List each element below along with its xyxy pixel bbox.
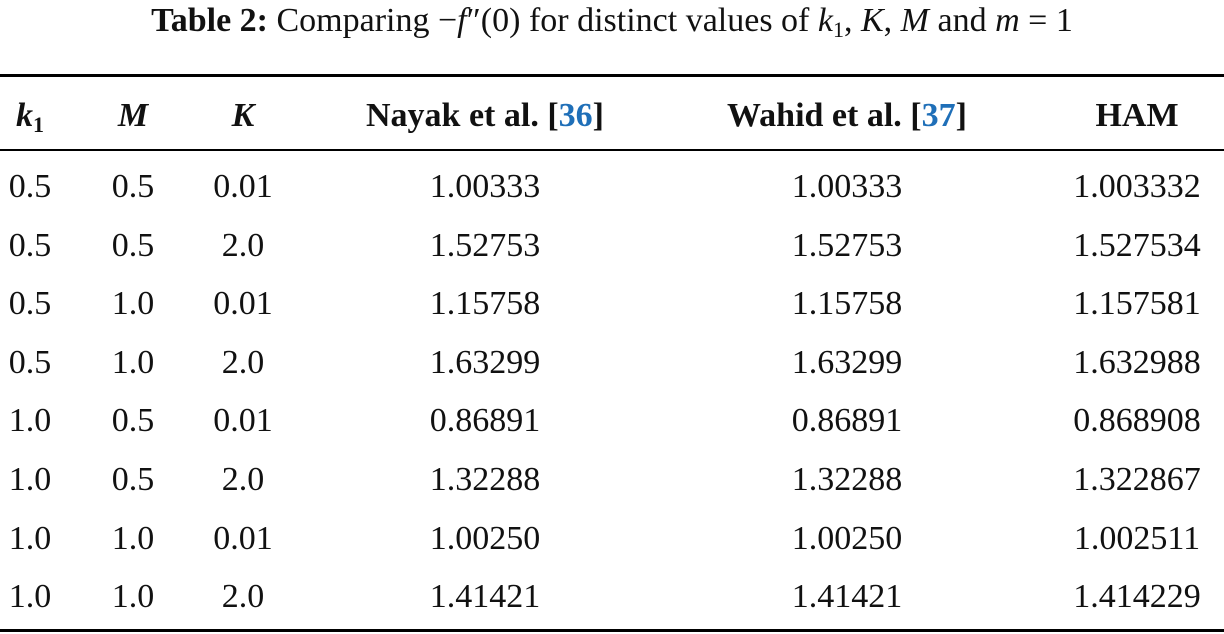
caption-math: ″ [466, 2, 481, 39]
header-label: Nayak et al. [ [366, 97, 559, 134]
table-cell: 1.15758 [429, 285, 541, 323]
header-cell: Wahid et al. [37] [667, 96, 1027, 136]
table-cell: 1.00250 [791, 519, 903, 557]
table-cell: 1.32288 [429, 461, 541, 498]
caption-text: − [437, 2, 458, 39]
table-cell: 0.01 [213, 402, 273, 440]
table-cell: 0.5 [111, 402, 155, 440]
header-cell: Nayak et al. [36] [305, 96, 665, 136]
table-cell: 1.322867 [1073, 461, 1201, 498]
citation-link[interactable]: 36 [558, 97, 593, 134]
caption-math: f [457, 2, 467, 39]
table-cell: 0.01 [213, 168, 273, 205]
table-cell: 1.0 [8, 461, 52, 498]
caption-math: M [900, 2, 929, 39]
table-cell: 1.63299 [791, 343, 903, 381]
table-cell: 0.5 [111, 226, 155, 264]
caption: Table 2: Comparing −f″(0) for distinct v… [0, 2, 1224, 43]
header-label: M [117, 97, 149, 134]
table-cell: 1.00333 [791, 168, 903, 205]
table-cell: 1.0 [8, 578, 52, 616]
caption-text: for distinct values of [520, 2, 818, 39]
caption-math: m [995, 2, 1020, 39]
table-cell: 1.002511 [1073, 519, 1201, 557]
table-cell: 1.41421 [791, 578, 903, 616]
table-cell: 1.00250 [429, 519, 541, 557]
table-cell: 1.003332 [1073, 168, 1201, 205]
table-cell: 2.0 [221, 578, 265, 616]
table-cell: 1.0 [8, 519, 52, 557]
caption-label: Table 2: [151, 2, 268, 39]
caption-subscript: 1 [832, 17, 844, 42]
table-cell: 0.5 [111, 168, 155, 205]
header-label: k [16, 97, 33, 134]
table-cell: 0.868908 [1073, 402, 1201, 440]
table-cell: 2.0 [221, 343, 265, 381]
table-cell: 0.5 [8, 285, 52, 323]
table-cell: 1.0 [111, 519, 155, 557]
caption-math: K [860, 2, 884, 39]
table-cell: 0.86891 [429, 402, 541, 440]
table-cell: 0.01 [213, 519, 273, 557]
caption-text: and [928, 2, 996, 39]
table-cell: 1.52753 [791, 226, 903, 264]
header-subscript: 1 [33, 112, 44, 137]
header-label: ] [592, 97, 604, 134]
table-cell: 1.41421 [429, 578, 541, 616]
table-cell: 0.5 [8, 343, 52, 381]
table-cell: 1.157581 [1073, 285, 1201, 323]
caption-text: , [843, 2, 861, 39]
caption-text: = 1 [1019, 2, 1073, 39]
table-cell: 0.01 [213, 285, 273, 323]
header-cell: k1 [0, 96, 210, 145]
table-cell: 0.5 [8, 226, 52, 264]
table-cell: 0.5 [8, 168, 52, 205]
table-cell: 1.414229 [1073, 578, 1201, 616]
mid-rule [0, 149, 1224, 151]
caption-math: (0) [480, 2, 521, 39]
caption-text: Comparing [276, 2, 438, 39]
caption-text: , [883, 2, 901, 39]
table-cell: 1.0 [111, 285, 155, 323]
table-cell: 1.527534 [1073, 226, 1201, 264]
table-cell: 1.632988 [1073, 343, 1201, 381]
table-cell: 2.0 [221, 461, 265, 498]
table-cell: 2.0 [221, 226, 265, 264]
header-cell: K [63, 96, 423, 136]
header-cell: M [0, 96, 313, 136]
top-rule [0, 74, 1224, 77]
table-cell: 1.00333 [429, 168, 541, 205]
bottom-rule [0, 629, 1224, 632]
table-cell: 0.5 [111, 461, 155, 498]
citation-link[interactable]: 37 [921, 97, 956, 134]
header-label: Wahid et al. [ [727, 97, 922, 134]
table-cell: 1.63299 [429, 343, 541, 381]
table-cell: 1.32288 [791, 461, 903, 498]
header-cell: HAM [957, 96, 1224, 136]
table-cell: 1.0 [111, 578, 155, 616]
table-cell: 1.0 [8, 402, 52, 440]
table-cell: 1.52753 [429, 226, 541, 264]
table-cell: 1.0 [111, 343, 155, 381]
table-cell: 1.15758 [791, 285, 903, 323]
header-label: HAM [1095, 97, 1179, 134]
caption-math: k [817, 2, 833, 39]
table-cell: 0.86891 [791, 402, 903, 440]
header-label: K [231, 97, 255, 134]
header-label: ] [955, 97, 967, 134]
